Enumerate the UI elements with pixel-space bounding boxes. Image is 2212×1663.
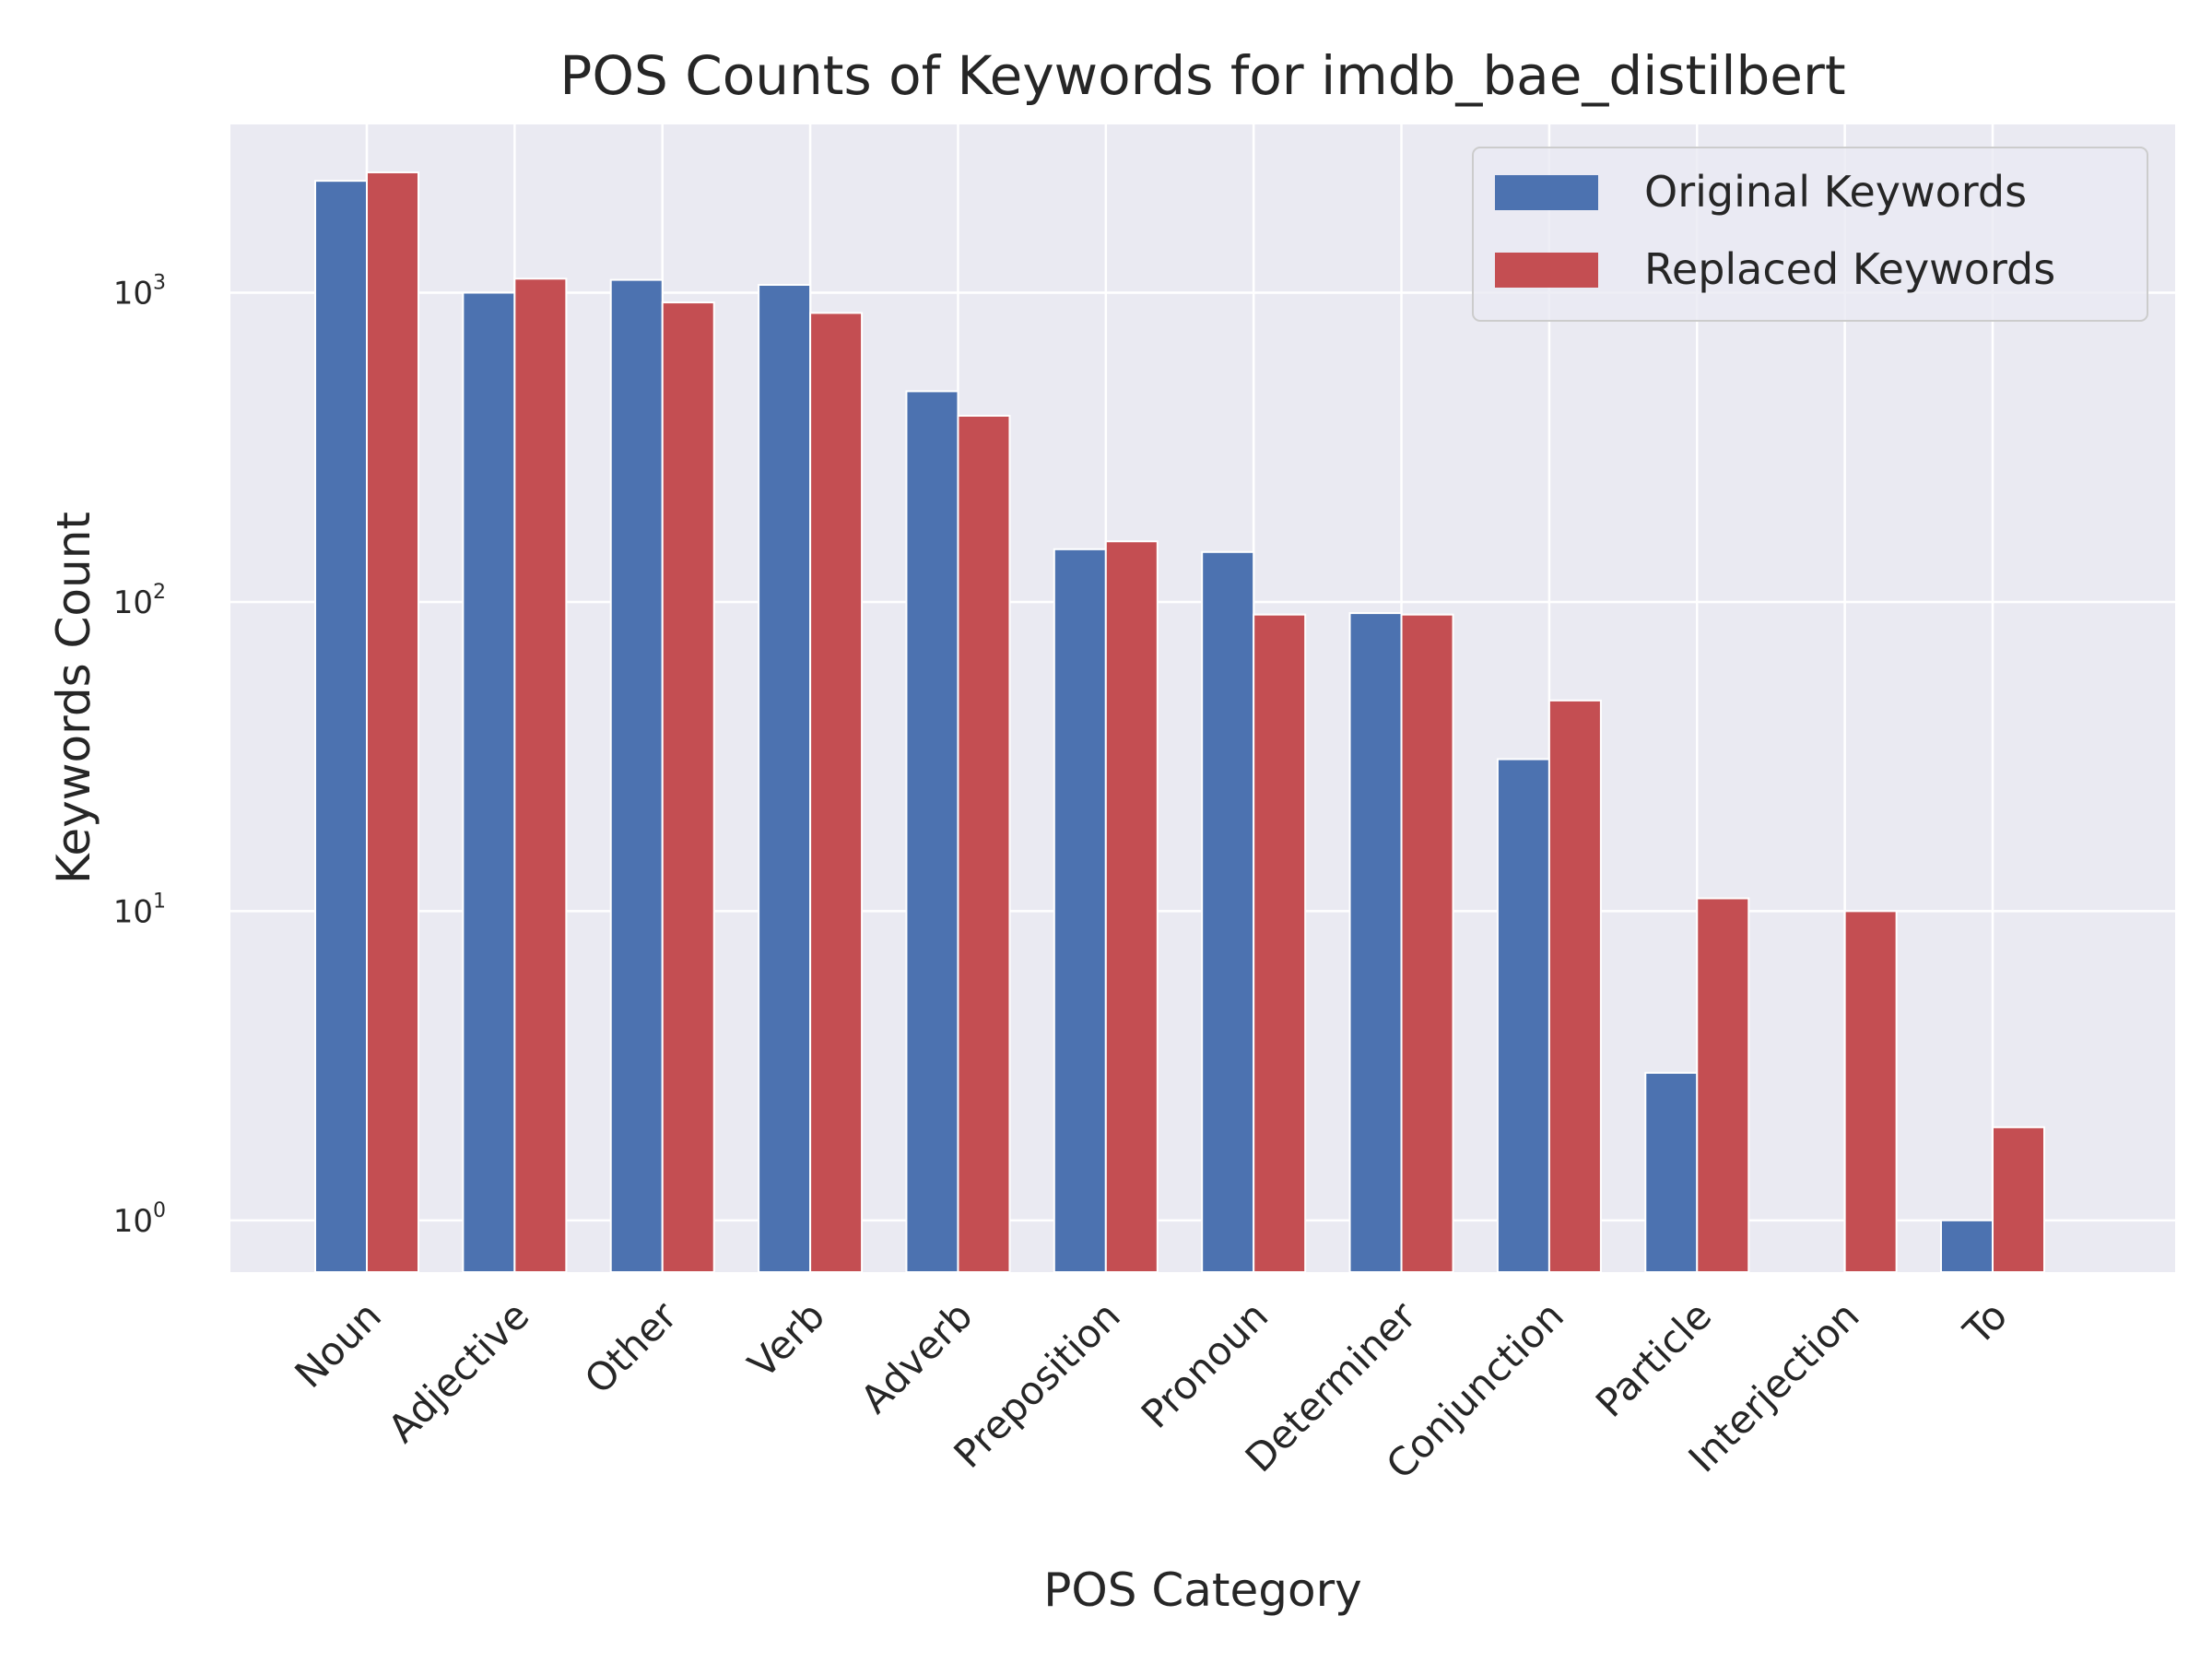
bar-replaced-conjunction xyxy=(1547,699,1602,1273)
x-tick-label: Verb xyxy=(739,1292,833,1386)
bar-replaced-adverb xyxy=(957,414,1011,1273)
bar-replaced-other xyxy=(661,301,715,1273)
bar-replaced-particle xyxy=(1696,897,1750,1273)
bar-replaced-verb xyxy=(809,312,864,1273)
x-tick-label: To xyxy=(1954,1292,2016,1354)
bar-original-verb xyxy=(758,284,812,1273)
y-tick-label: 103 xyxy=(113,272,166,313)
bar-original-conjunction xyxy=(1496,758,1550,1273)
x-tick-label: Adverb xyxy=(852,1292,981,1421)
x-axis-label: POS Category xyxy=(1043,1563,1362,1617)
legend: Original Keywords Replaced Keywords xyxy=(1472,147,2148,322)
x-tick-label: Adjective xyxy=(380,1292,538,1451)
legend-label-replaced: Replaced Keywords xyxy=(1644,244,2055,294)
legend-swatch-original xyxy=(1495,175,1598,210)
y-axis-label: Keywords Count xyxy=(47,512,100,884)
bar-replaced-preposition xyxy=(1104,540,1159,1273)
y-tick-label: 102 xyxy=(113,581,166,621)
bar-replaced-to xyxy=(1992,1126,2045,1273)
x-tick-label: Other xyxy=(576,1292,686,1402)
bar-original-preposition xyxy=(1053,548,1107,1273)
legend-label-original: Original Keywords xyxy=(1644,167,2027,217)
bar-original-other xyxy=(609,278,664,1273)
bar-original-to xyxy=(1940,1219,1994,1273)
y-axis-ticks: 100 101 102 103 xyxy=(113,272,166,1240)
x-tick-label: Particle xyxy=(1587,1292,1720,1425)
legend-swatch-replaced xyxy=(1495,253,1598,288)
bars xyxy=(314,171,2045,1274)
x-tick-label: Noun xyxy=(286,1292,390,1397)
y-tick-label: 101 xyxy=(113,890,166,930)
bar-replaced-noun xyxy=(366,171,419,1273)
bar-original-noun xyxy=(314,180,368,1273)
legend-box xyxy=(1472,147,2148,322)
bar-replaced-adjective xyxy=(513,277,568,1273)
bar-original-particle xyxy=(1644,1071,1699,1274)
bar-replaced-pronoun xyxy=(1253,613,1307,1273)
bar-replaced-determiner xyxy=(1400,613,1454,1273)
bar-replaced-interjection xyxy=(1843,910,1898,1273)
bar-original-adverb xyxy=(905,390,959,1274)
chart-title: POS Counts of Keywords for imdb_bae_dist… xyxy=(559,44,1845,107)
y-tick-label: 100 xyxy=(113,1199,166,1240)
bar-original-pronoun xyxy=(1201,550,1255,1273)
bar-original-determiner xyxy=(1348,612,1403,1273)
bar-original-adjective xyxy=(462,291,516,1274)
x-tick-label: Pronoun xyxy=(1133,1292,1277,1436)
